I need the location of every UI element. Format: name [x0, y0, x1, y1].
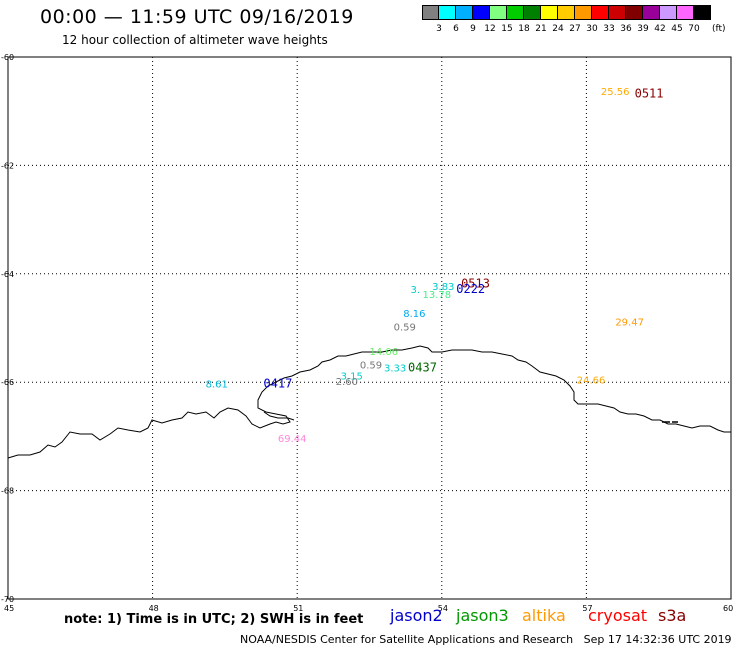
latitude-tick-label: -70	[1, 595, 14, 604]
wave-height-label: 3.15	[341, 371, 363, 382]
wave-height-label: 8.16	[403, 309, 425, 320]
latitude-tick-label: -68	[1, 487, 14, 496]
antarctic-coastline	[7, 345, 731, 459]
wave-height-label: 3.	[410, 285, 420, 296]
coastline-inlet	[263, 411, 295, 421]
pass-time-label: 0511	[635, 87, 664, 101]
scale-label: 42	[654, 24, 666, 34]
scale-swatch	[541, 5, 558, 20]
scale-swatch	[575, 5, 592, 20]
units-note: note: 1) Time is in UTC; 2) SWH is in fe…	[64, 612, 364, 627]
legend-entry-cryosat: cryosat	[588, 606, 648, 625]
scale-swatch	[626, 5, 643, 20]
scale-swatch	[660, 5, 677, 20]
credit-text: NOAA/NESDIS Center for Satellite Applica…	[240, 633, 574, 646]
scale-label: 27	[569, 24, 581, 34]
scale-swatch	[507, 5, 524, 20]
scale-label: 6	[453, 24, 459, 34]
wave-height-label: 24.66	[577, 375, 606, 386]
map-subtitle: 12 hour collection of altimeter wave hei…	[62, 33, 328, 47]
scale-label: 30	[586, 24, 598, 34]
scale-label: 3	[436, 24, 442, 34]
scale-swatch	[558, 5, 575, 20]
generated-timestamp: Sep 17 14:32:36 UTC 2019	[583, 633, 732, 646]
wave-height-label: 0.59	[360, 361, 382, 372]
wave-height-label: 8.61	[206, 380, 228, 391]
scale-swatch	[592, 5, 609, 20]
pass-time-label: 0417	[263, 377, 292, 391]
legend-entry-jason2: jason2	[390, 606, 443, 625]
wave-height-label: 3.83	[432, 282, 454, 293]
longitude-tick-label: 51	[293, 604, 303, 613]
wave-height-label: 69.44	[278, 434, 307, 445]
legend-entry-jason3: jason3	[456, 606, 509, 625]
scale-swatch	[609, 5, 626, 20]
scale-swatch	[490, 5, 507, 20]
scale-swatch	[439, 5, 456, 20]
scale-swatch	[643, 5, 660, 20]
scale-label: 70	[688, 24, 700, 34]
wave-height-label: 0.59	[394, 323, 416, 334]
wave-height-label: 14.06	[370, 347, 399, 358]
scale-swatch	[677, 5, 694, 20]
scale-label: 33	[603, 24, 615, 34]
wave-height-label: 13.78	[423, 290, 452, 301]
scale-label: 12	[484, 24, 496, 34]
latitude-tick-label: -60	[1, 53, 14, 62]
wave-height-label: 29.47	[615, 317, 644, 328]
wave-height-label: 3.33	[384, 363, 406, 374]
scale-label: 24	[552, 24, 564, 34]
scale-label: 21	[535, 24, 547, 34]
map-title: 00:00 — 11:59 UTC 09/16/2019	[40, 6, 354, 28]
scale-swatch	[456, 5, 473, 20]
map-frame	[7, 56, 732, 600]
scale-label: 15	[501, 24, 513, 34]
legend-entry-altika: altika	[522, 606, 566, 625]
credit-line: NOAA/NESDIS Center for Satellite Applica…	[240, 633, 732, 646]
legend-entry-s3a: s3a	[658, 606, 687, 625]
longitude-tick-label: 60	[723, 604, 733, 613]
scale-swatch	[422, 5, 439, 20]
scale-swatch	[694, 5, 711, 20]
pass-time-label: 0222	[456, 282, 485, 296]
wave-height-label: 25.56	[601, 87, 630, 98]
wave-height-label: 2.60	[336, 377, 358, 388]
scale-label: 45	[671, 24, 683, 34]
scale-unit: (ft)	[712, 24, 726, 34]
coastline-path	[7, 345, 731, 459]
longitude-tick-label: 57	[582, 604, 592, 613]
scale-label: 36	[620, 24, 632, 34]
latitude-tick-label: -66	[1, 378, 14, 387]
longitude-tick-label: 48	[149, 604, 159, 613]
longitude-tick-label: 54	[438, 604, 448, 613]
pass-time-label: 0437	[408, 360, 437, 374]
scale-label: 18	[518, 24, 530, 34]
scale-label: 9	[470, 24, 476, 34]
longitude-tick-label: 45	[4, 604, 14, 613]
latitude-tick-label: -64	[1, 270, 14, 279]
scale-swatch	[473, 5, 490, 20]
latitude-tick-label: -62	[1, 161, 14, 170]
pass-time-label: 0513	[461, 276, 490, 290]
scale-label: 39	[637, 24, 649, 34]
scale-swatch	[524, 5, 541, 20]
